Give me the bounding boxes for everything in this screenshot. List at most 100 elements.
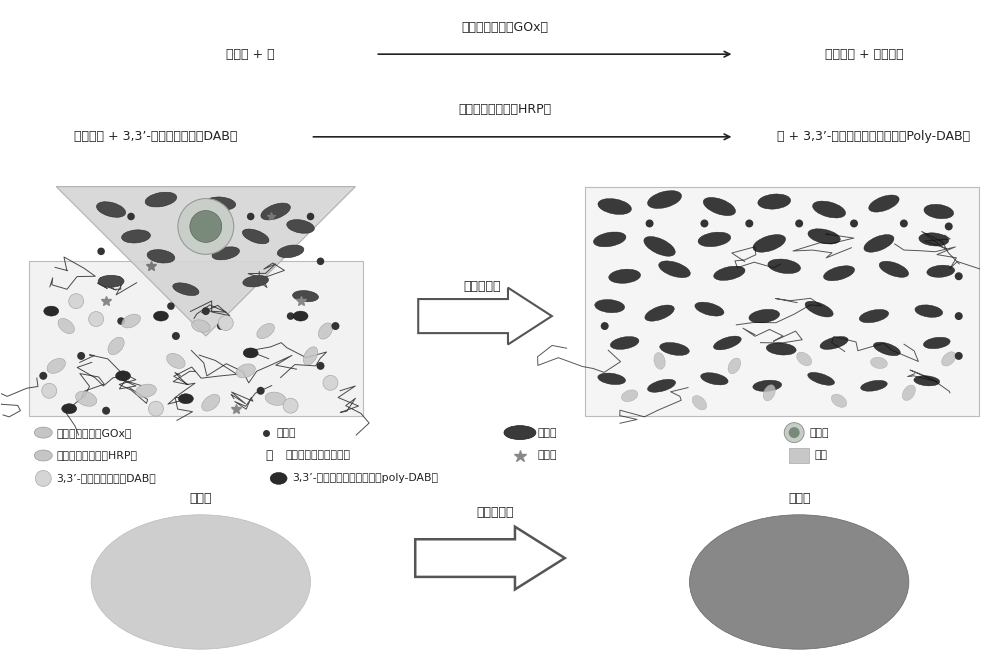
Ellipse shape <box>869 195 899 212</box>
Ellipse shape <box>871 357 887 368</box>
Ellipse shape <box>808 372 834 385</box>
Ellipse shape <box>902 385 915 401</box>
Circle shape <box>789 427 800 438</box>
Circle shape <box>745 219 753 227</box>
Circle shape <box>331 322 339 330</box>
Text: 3,3’-二氨基联苯胺（DAB）: 3,3’-二氨基联苯胺（DAB） <box>56 474 156 483</box>
Circle shape <box>202 307 210 315</box>
Ellipse shape <box>202 395 220 411</box>
Ellipse shape <box>270 472 287 484</box>
Circle shape <box>190 211 222 242</box>
Text: 白细胞: 白细胞 <box>809 427 829 437</box>
Text: 过氧化氢 + 3,3’-二氨基联苯胺（DAB）: 过氧化氢 + 3,3’-二氨基联苯胺（DAB） <box>74 130 238 144</box>
Ellipse shape <box>879 261 909 277</box>
Circle shape <box>77 352 85 360</box>
Circle shape <box>850 219 858 227</box>
Circle shape <box>69 294 84 309</box>
Circle shape <box>287 312 294 320</box>
Text: 辣根过氧化物酶（HRP）: 辣根过氧化物酶（HRP） <box>458 103 552 117</box>
Bar <box>585 187 979 415</box>
Text: 血浆: 血浆 <box>814 450 827 460</box>
Circle shape <box>102 407 110 415</box>
Ellipse shape <box>261 203 290 220</box>
Ellipse shape <box>813 201 846 218</box>
Ellipse shape <box>122 314 140 328</box>
Ellipse shape <box>173 283 199 295</box>
Ellipse shape <box>766 343 796 355</box>
Ellipse shape <box>749 309 780 323</box>
Ellipse shape <box>942 352 956 366</box>
Circle shape <box>795 219 803 227</box>
Ellipse shape <box>178 394 193 404</box>
Ellipse shape <box>610 337 639 350</box>
Ellipse shape <box>768 259 801 274</box>
Ellipse shape <box>243 276 269 287</box>
Ellipse shape <box>34 427 52 438</box>
Circle shape <box>317 362 324 370</box>
Polygon shape <box>56 187 355 336</box>
Ellipse shape <box>598 373 626 384</box>
Ellipse shape <box>689 515 909 650</box>
Ellipse shape <box>915 305 943 317</box>
Ellipse shape <box>919 233 949 246</box>
Ellipse shape <box>824 266 855 280</box>
Circle shape <box>217 322 225 330</box>
Ellipse shape <box>924 204 954 219</box>
Ellipse shape <box>698 232 731 247</box>
Ellipse shape <box>864 235 894 252</box>
Ellipse shape <box>609 269 641 283</box>
Circle shape <box>167 303 175 310</box>
Ellipse shape <box>648 379 676 393</box>
Ellipse shape <box>927 265 955 277</box>
Ellipse shape <box>181 222 210 237</box>
Circle shape <box>784 423 804 443</box>
Circle shape <box>955 352 963 360</box>
Ellipse shape <box>47 358 65 373</box>
Ellipse shape <box>695 302 724 316</box>
Circle shape <box>307 213 314 220</box>
Ellipse shape <box>303 347 318 365</box>
Ellipse shape <box>293 311 308 321</box>
Ellipse shape <box>654 352 665 369</box>
Ellipse shape <box>318 323 333 339</box>
Ellipse shape <box>236 364 255 378</box>
Text: 过滤和反应: 过滤和反应 <box>476 506 514 519</box>
Ellipse shape <box>192 320 210 332</box>
Text: 辣根过氧化物酶（HRP）: 辣根过氧化物酶（HRP） <box>56 450 137 460</box>
Circle shape <box>700 219 708 227</box>
Ellipse shape <box>861 380 887 391</box>
Ellipse shape <box>645 305 674 321</box>
Ellipse shape <box>859 309 889 323</box>
Circle shape <box>283 399 298 413</box>
Ellipse shape <box>763 384 775 401</box>
Text: 葡萄糖酸 + 过氧化氢: 葡萄糖酸 + 过氧化氢 <box>825 48 903 60</box>
Circle shape <box>117 317 125 325</box>
Ellipse shape <box>753 235 786 252</box>
Ellipse shape <box>153 311 168 321</box>
Circle shape <box>89 311 104 327</box>
Ellipse shape <box>692 396 707 410</box>
Ellipse shape <box>701 372 728 385</box>
Bar <box>789 448 809 464</box>
Circle shape <box>955 272 963 280</box>
Ellipse shape <box>145 192 177 207</box>
Circle shape <box>178 199 234 254</box>
Ellipse shape <box>122 230 150 243</box>
Ellipse shape <box>644 236 675 256</box>
Circle shape <box>42 383 57 399</box>
Ellipse shape <box>703 197 736 215</box>
Ellipse shape <box>44 306 59 316</box>
Ellipse shape <box>242 229 269 244</box>
Ellipse shape <box>34 450 52 461</box>
Text: 3,3’-二氨基联苯胺聚合物（poly-DAB）: 3,3’-二氨基联苯胺聚合物（poly-DAB） <box>293 474 439 483</box>
Circle shape <box>127 213 135 220</box>
Ellipse shape <box>277 245 304 258</box>
Ellipse shape <box>265 392 286 405</box>
Ellipse shape <box>874 342 900 356</box>
Ellipse shape <box>593 232 626 247</box>
Ellipse shape <box>820 336 848 350</box>
Ellipse shape <box>504 425 536 440</box>
Ellipse shape <box>758 194 791 209</box>
Circle shape <box>39 372 47 380</box>
Text: 葡萄糖氧化酶（GOx）: 葡萄糖氧化酶（GOx） <box>56 427 132 437</box>
